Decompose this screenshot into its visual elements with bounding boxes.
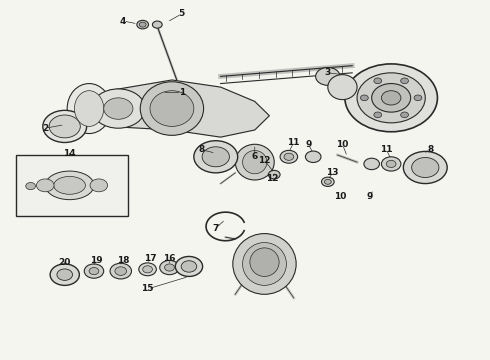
- Circle shape: [374, 78, 382, 84]
- Circle shape: [181, 261, 197, 272]
- Text: 20: 20: [58, 258, 71, 267]
- Circle shape: [90, 179, 108, 192]
- Text: 3: 3: [325, 68, 331, 77]
- Text: 8: 8: [198, 145, 204, 154]
- Circle shape: [381, 91, 401, 105]
- Text: 1: 1: [178, 88, 185, 97]
- Circle shape: [361, 95, 368, 101]
- Circle shape: [49, 115, 80, 138]
- Circle shape: [143, 266, 152, 273]
- Circle shape: [139, 22, 146, 27]
- Text: 18: 18: [117, 256, 129, 265]
- Circle shape: [104, 98, 133, 119]
- Text: 9: 9: [305, 140, 312, 149]
- Circle shape: [372, 84, 411, 112]
- Circle shape: [139, 263, 156, 276]
- Circle shape: [386, 160, 396, 167]
- Circle shape: [84, 264, 104, 278]
- Text: 12: 12: [266, 174, 278, 183]
- Text: 17: 17: [144, 254, 156, 263]
- Text: 4: 4: [120, 17, 126, 26]
- Circle shape: [345, 64, 438, 132]
- Circle shape: [401, 112, 409, 118]
- Circle shape: [414, 95, 422, 101]
- Circle shape: [280, 150, 297, 163]
- Text: 13: 13: [326, 168, 339, 177]
- Circle shape: [357, 73, 425, 123]
- Circle shape: [381, 157, 401, 171]
- Text: 10: 10: [334, 192, 346, 201]
- Circle shape: [321, 177, 334, 186]
- Ellipse shape: [233, 234, 296, 294]
- Circle shape: [92, 89, 145, 128]
- Circle shape: [374, 112, 382, 118]
- Circle shape: [284, 153, 294, 160]
- Text: 11: 11: [380, 145, 392, 154]
- Circle shape: [115, 267, 126, 275]
- Ellipse shape: [150, 91, 194, 126]
- Circle shape: [202, 147, 229, 167]
- Circle shape: [152, 21, 162, 28]
- Text: 7: 7: [213, 224, 219, 233]
- Text: 15: 15: [141, 284, 154, 293]
- Ellipse shape: [74, 91, 104, 126]
- Ellipse shape: [45, 171, 94, 200]
- Text: 16: 16: [163, 254, 176, 263]
- Text: 10: 10: [336, 140, 348, 149]
- Text: 2: 2: [42, 124, 49, 133]
- Circle shape: [269, 170, 280, 179]
- Circle shape: [50, 264, 79, 285]
- Circle shape: [401, 78, 409, 84]
- Circle shape: [165, 264, 174, 271]
- Circle shape: [137, 20, 148, 29]
- Circle shape: [364, 158, 379, 170]
- Circle shape: [305, 151, 321, 162]
- Circle shape: [43, 111, 87, 143]
- Ellipse shape: [235, 144, 274, 180]
- Text: 14: 14: [63, 149, 76, 158]
- Ellipse shape: [67, 84, 111, 134]
- Circle shape: [89, 267, 99, 275]
- Circle shape: [160, 260, 179, 275]
- Circle shape: [412, 157, 439, 177]
- Ellipse shape: [250, 248, 279, 276]
- Circle shape: [333, 80, 352, 94]
- Circle shape: [403, 152, 447, 184]
- Ellipse shape: [243, 243, 287, 285]
- Circle shape: [175, 256, 202, 276]
- Text: 9: 9: [366, 192, 372, 201]
- Ellipse shape: [243, 150, 267, 174]
- Circle shape: [324, 179, 331, 184]
- Text: 8: 8: [427, 145, 433, 154]
- Circle shape: [57, 269, 73, 280]
- Circle shape: [36, 179, 54, 192]
- Circle shape: [110, 263, 131, 279]
- Ellipse shape: [54, 176, 85, 194]
- Text: 19: 19: [90, 256, 103, 265]
- Text: 11: 11: [288, 138, 300, 147]
- Polygon shape: [109, 80, 270, 137]
- Text: 5: 5: [178, 9, 185, 18]
- Bar: [16, 155, 128, 216]
- Ellipse shape: [328, 75, 357, 100]
- Circle shape: [316, 67, 340, 85]
- Text: 12: 12: [258, 156, 271, 165]
- Circle shape: [26, 183, 35, 190]
- Ellipse shape: [140, 82, 203, 135]
- Text: 6: 6: [252, 152, 258, 161]
- Circle shape: [194, 141, 238, 173]
